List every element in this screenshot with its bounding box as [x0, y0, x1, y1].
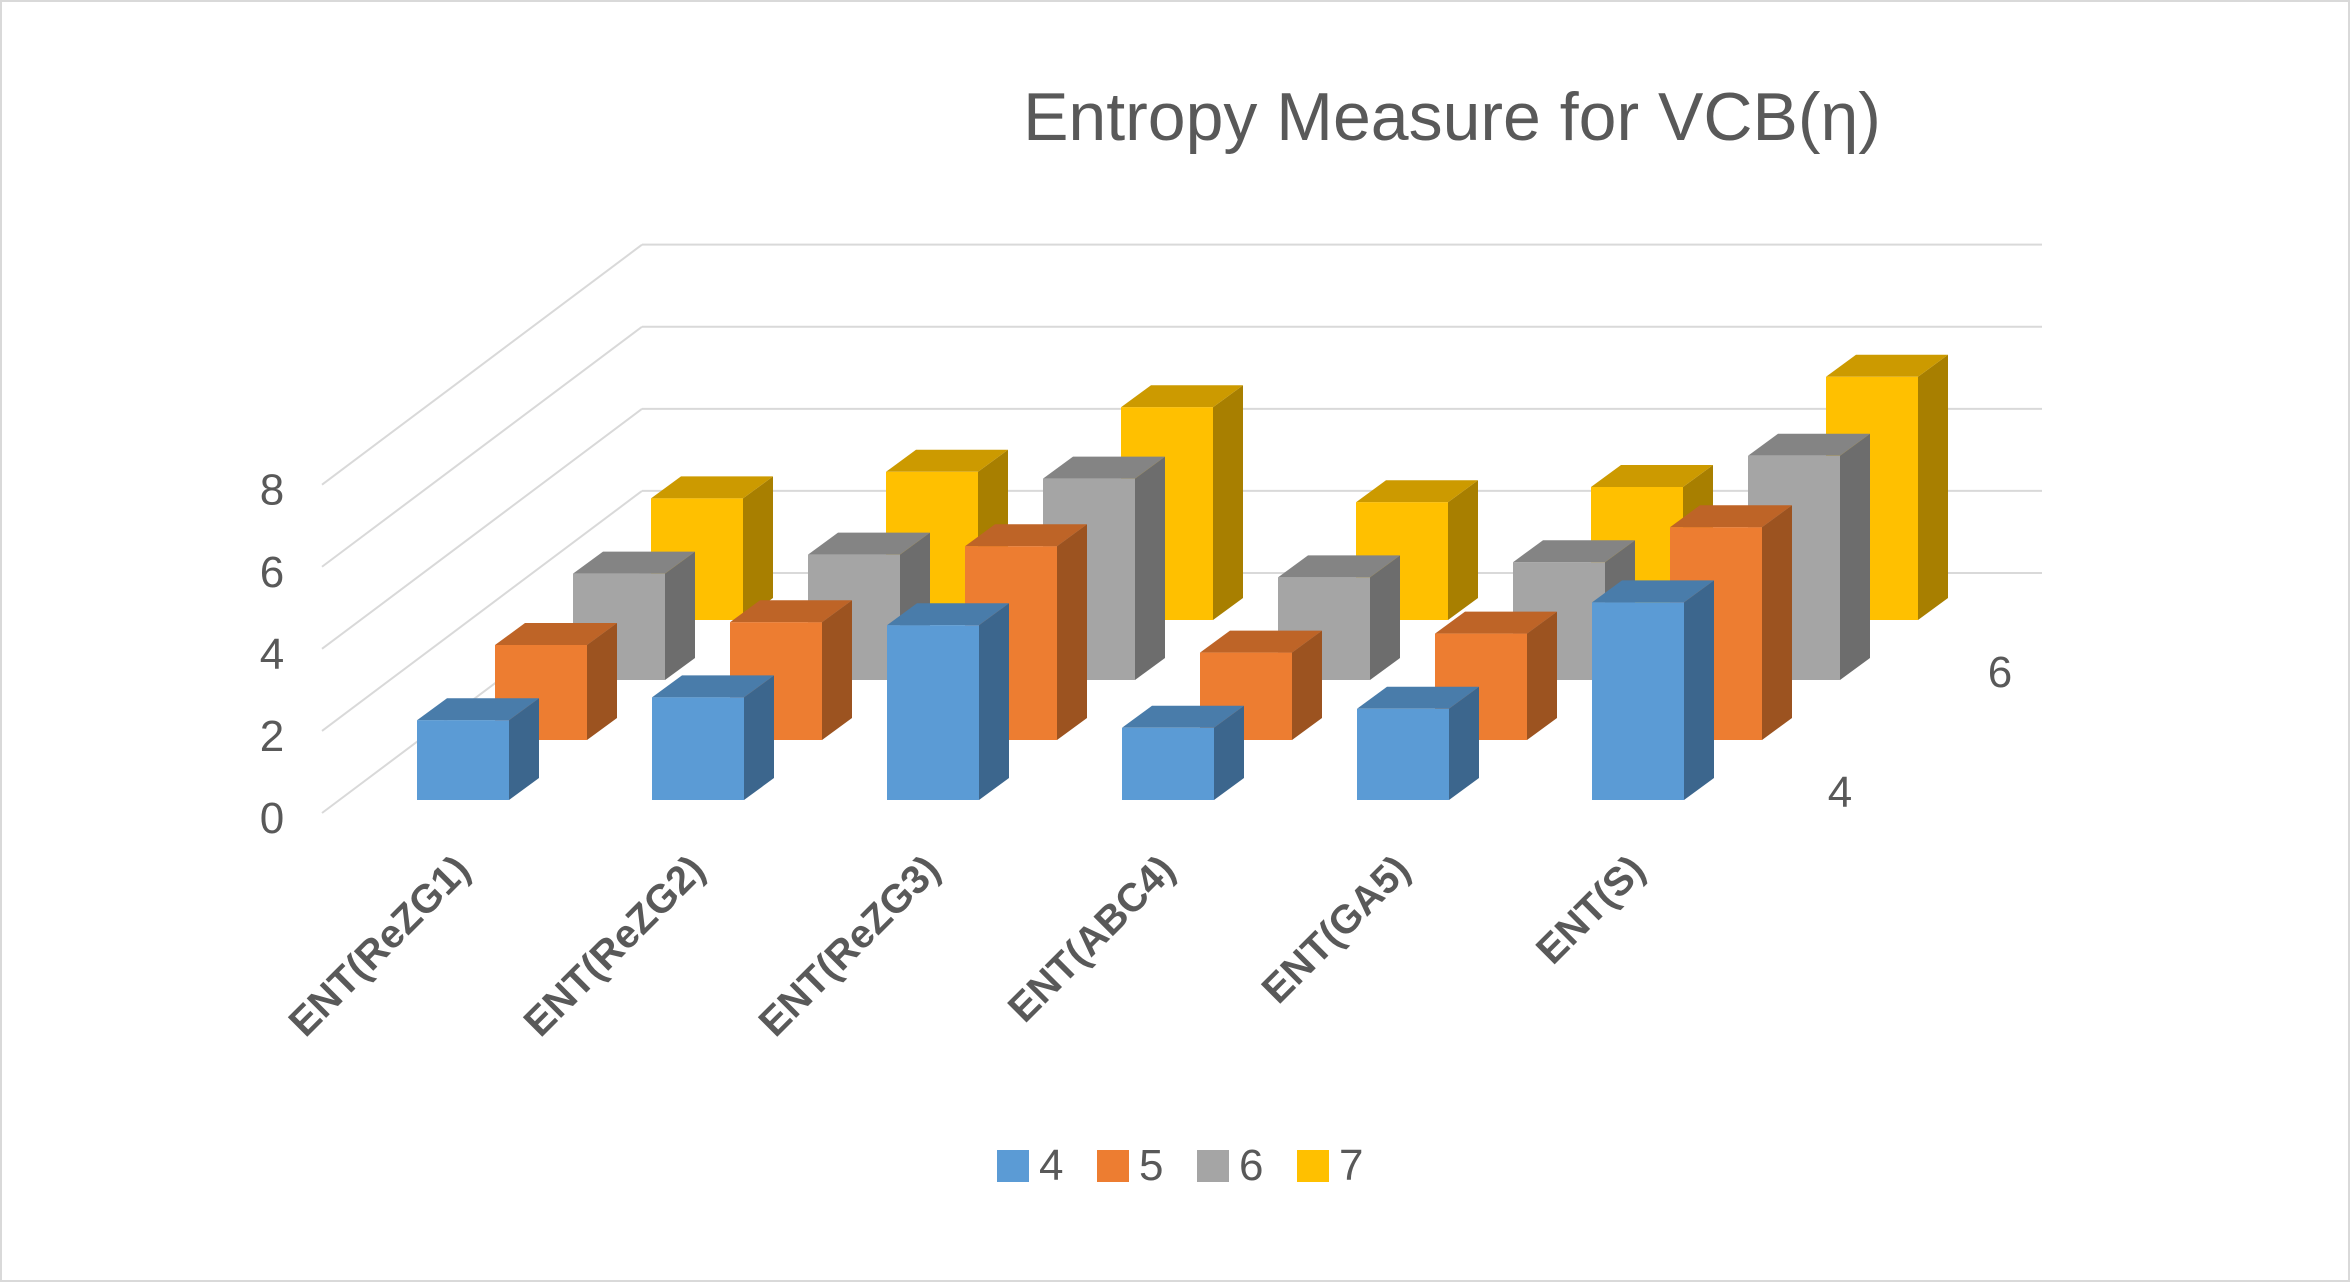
- bar-front-face: [887, 625, 979, 800]
- bar-4-ENT(ReZG3): [887, 603, 1009, 800]
- bar-top-face: [495, 623, 617, 645]
- bar-top-face: [1591, 465, 1713, 487]
- legend-item-7[interactable]: 7: [1297, 1141, 1363, 1190]
- y-tick-label: 4: [260, 630, 284, 679]
- legend[interactable]: 4 5 6 7: [997, 1141, 1363, 1190]
- bar-side-face: [1840, 433, 1870, 680]
- bar-side-face: [1135, 456, 1165, 680]
- legend-swatch: [997, 1150, 1029, 1182]
- gridline-diagonal: [321, 490, 643, 732]
- bar-side-face: [1292, 630, 1322, 740]
- bar-front-face: [1592, 602, 1684, 800]
- depth-axis-labels: 46: [1828, 648, 2012, 817]
- bar-side-face: [587, 623, 617, 740]
- category-label: ENT(ReZG3): [751, 847, 949, 1045]
- bar-side-face: [1449, 686, 1479, 800]
- bar-4-ENT(GA5): [1357, 686, 1479, 800]
- bar-top-face: [1592, 580, 1714, 603]
- bar-side-face: [1684, 580, 1714, 800]
- depth-axis-label: 4: [1828, 768, 1852, 817]
- bar-side-face: [744, 675, 774, 800]
- bar-top-face: [417, 698, 539, 721]
- bar-side-face: [1448, 480, 1478, 620]
- bar-front-face: [1122, 727, 1214, 800]
- bar-top-face: [573, 551, 695, 574]
- bar-top-face: [1513, 540, 1635, 563]
- gridline-diagonal: [321, 243, 643, 486]
- bar-top-face: [651, 476, 773, 499]
- legend-label: 7: [1339, 1141, 1363, 1190]
- bar-top-face: [1356, 480, 1478, 503]
- bar-front-face: [652, 697, 744, 800]
- bar-top-face: [1043, 456, 1165, 479]
- bar-top-face: [886, 449, 1008, 472]
- bar-side-face: [509, 698, 539, 800]
- bar-side-face: [1527, 611, 1557, 740]
- bar-top-face: [730, 600, 852, 623]
- bar-top-face: [652, 675, 774, 698]
- chart-title: Entropy Measure for VCB(η): [1023, 79, 1881, 155]
- bar-top-face: [1278, 555, 1400, 578]
- legend-swatch: [1097, 1150, 1129, 1182]
- bar-side-face: [1057, 524, 1087, 740]
- category-label: ENT(ABC4): [1000, 847, 1184, 1031]
- bar-4-ENT(ReZG1): [417, 698, 539, 800]
- bar-side-face: [979, 603, 1009, 800]
- bar-top-face: [965, 524, 1087, 547]
- bar-top-face: [1121, 385, 1243, 408]
- bar-side-face: [1214, 705, 1244, 800]
- legend-item-5[interactable]: 5: [1097, 1141, 1163, 1190]
- bar-top-face: [1200, 630, 1322, 653]
- y-axis-ticks: 0 2 4 6 8: [260, 466, 284, 843]
- legend-item-6[interactable]: 6: [1197, 1141, 1263, 1190]
- category-label: ENT(S): [1528, 847, 1653, 972]
- legend-label: 6: [1239, 1141, 1263, 1190]
- bar-5-ENT(ReZG1): [495, 623, 617, 740]
- bar-side-face: [1213, 385, 1243, 620]
- y-tick-label: 0: [260, 794, 284, 843]
- legend-label: 5: [1139, 1141, 1163, 1190]
- bar-side-face: [665, 551, 695, 680]
- bars: [417, 354, 1948, 800]
- bar-top-face: [1357, 686, 1479, 709]
- bar-side-face: [1370, 555, 1400, 680]
- bar-top-face: [1670, 505, 1792, 528]
- bar-side-face: [822, 600, 852, 740]
- bar-top-face: [1748, 433, 1870, 456]
- bar-4-ENT(ReZG2): [652, 675, 774, 800]
- gridline-diagonal: [321, 325, 643, 568]
- bar-front-face: [1357, 708, 1449, 800]
- bar-top-face: [887, 603, 1009, 626]
- category-labels: ENT(ReZG1) ENT(ReZG2) ENT(ReZG3) ENT(ABC4) E…: [281, 847, 1654, 1045]
- category-label: ENT(ReZG2): [516, 847, 714, 1045]
- y-tick-label: 6: [260, 548, 284, 597]
- gridline-diagonal: [321, 408, 643, 650]
- bar-4-ENT(S): [1592, 580, 1714, 800]
- bar-side-face: [743, 476, 773, 620]
- bar-top-face: [1435, 611, 1557, 634]
- category-label: ENT(GA5): [1254, 847, 1419, 1012]
- bar-4-ENT(ABC4): [1122, 705, 1244, 800]
- legend-item-4[interactable]: 4: [997, 1141, 1063, 1190]
- y-tick-label: 8: [260, 466, 284, 515]
- depth-axis-label: 6: [1988, 648, 2012, 697]
- bar-top-face: [808, 532, 930, 555]
- legend-label: 4: [1039, 1141, 1063, 1190]
- legend-swatch: [1197, 1150, 1229, 1182]
- bar-side-face: [1918, 354, 1948, 620]
- legend-swatch: [1297, 1150, 1329, 1182]
- bar-top-face: [1826, 354, 1948, 377]
- bar-side-face: [1762, 505, 1792, 740]
- bar-top-face: [1122, 705, 1244, 728]
- category-label: ENT(ReZG1): [281, 847, 479, 1045]
- bar-front-face: [417, 720, 509, 800]
- y-tick-label: 2: [260, 712, 284, 761]
